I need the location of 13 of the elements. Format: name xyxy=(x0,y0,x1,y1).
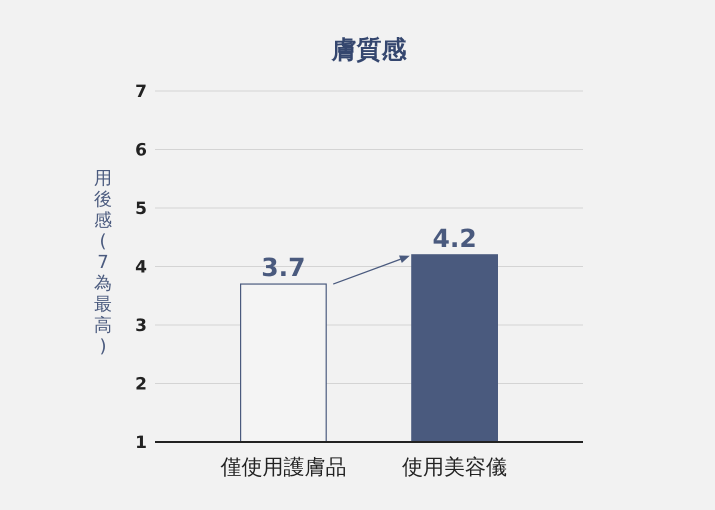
y-tick-label: 5 xyxy=(135,198,147,219)
data-label: 4.2 xyxy=(432,224,477,253)
chart-title: 膚質感 xyxy=(330,35,408,64)
y-tick-label: 3 xyxy=(135,316,147,336)
y-tick-label: 7 xyxy=(135,82,147,102)
x-tick-label: 使用美容儀 xyxy=(402,455,508,479)
y-tick-label: 4 xyxy=(135,257,148,278)
text: 用後感(7為最高) xyxy=(94,168,112,357)
data-label: 3.7 xyxy=(261,253,306,282)
y-tick-label: 2 xyxy=(135,374,147,394)
y-tick-label: 1 xyxy=(135,432,147,453)
x-tick-label: 僅使用護膚品 xyxy=(219,455,346,479)
y-tick-label: 6 xyxy=(135,140,147,160)
